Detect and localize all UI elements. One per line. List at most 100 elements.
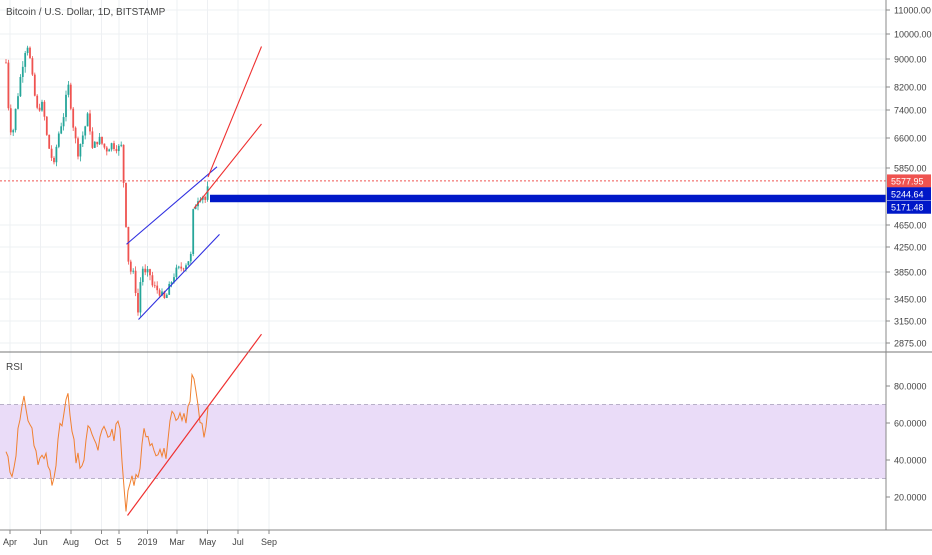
candle-body	[86, 113, 89, 127]
candle-body	[182, 268, 185, 270]
time-tick-label: Mar	[169, 537, 185, 547]
candle-body	[29, 47, 31, 59]
rsi-tick-label: 40.0000	[894, 456, 927, 466]
candle-body	[168, 283, 171, 295]
candle-body	[108, 149, 111, 152]
candle-body	[98, 136, 101, 145]
candle-body	[163, 291, 166, 298]
candle-body	[53, 157, 55, 163]
candle-body	[55, 146, 58, 163]
candle-body	[122, 144, 125, 183]
candle-body	[103, 143, 106, 148]
candle-body	[62, 117, 65, 127]
drawings-group[interactable]	[126, 46, 887, 516]
candle-body	[127, 226, 130, 262]
candle-body	[113, 143, 115, 150]
time-tick-label: May	[199, 537, 217, 547]
time-tick-label: Sep	[261, 537, 277, 547]
last-price-tag-label: 5577.95	[891, 176, 924, 186]
candle-body	[93, 141, 96, 148]
candle-body	[177, 266, 180, 268]
candle-body	[129, 261, 132, 272]
candle-body	[204, 196, 207, 200]
candle-body	[31, 58, 34, 75]
rsi-tick-label: 80.0000	[894, 382, 927, 392]
candle-body	[7, 62, 10, 109]
candle-body	[201, 196, 204, 200]
red-channel-upper[interactable]	[207, 46, 263, 178]
candle-body	[180, 266, 183, 269]
time-tick-label: Oct	[94, 537, 109, 547]
candle-body	[43, 101, 46, 117]
candle-body	[60, 126, 63, 134]
candle-body	[206, 186, 209, 200]
candle-body	[165, 294, 168, 298]
candle-body	[74, 127, 77, 139]
price-tick-label: 11000.00	[894, 6, 931, 16]
candle-body	[151, 275, 154, 286]
candle-body	[33, 74, 36, 96]
rsi-trendline[interactable]	[127, 333, 262, 516]
candle-body	[21, 66, 24, 77]
last-price-tag	[887, 174, 931, 188]
level-band-upper[interactable]	[210, 194, 886, 199]
candle-body	[26, 47, 29, 54]
candle-body	[84, 126, 87, 136]
candle-body	[125, 182, 127, 227]
candle-body	[134, 270, 137, 293]
price-tick-label: 7400.00	[894, 106, 927, 116]
candle-body	[189, 254, 192, 262]
time-tick-label: Jul	[232, 537, 244, 547]
candle-body	[101, 136, 103, 144]
candle-body	[91, 131, 94, 148]
candle-body	[117, 145, 120, 152]
price-tick-label: 3450.00	[894, 295, 927, 305]
time-tick-label: Jun	[33, 537, 48, 547]
level-tag	[887, 200, 931, 214]
candle-body	[187, 261, 190, 266]
price-tick-label: 3850.00	[894, 268, 927, 278]
time-tick-label: Apr	[3, 537, 17, 547]
candle-body	[65, 94, 67, 118]
candle-body	[161, 291, 163, 296]
red-channel-lower[interactable]	[193, 123, 262, 209]
candle-body	[120, 144, 123, 146]
rsi-group	[5, 372, 209, 512]
level-tag-label: 5171.48	[891, 203, 924, 213]
candle-body	[17, 96, 19, 109]
price-tick-label: 5850.00	[894, 164, 927, 174]
candle-body	[96, 141, 99, 145]
candle-body	[173, 277, 175, 283]
candle-body	[132, 270, 135, 272]
price-tick-label: 3150.00	[894, 317, 927, 327]
candle-body	[153, 285, 156, 287]
candle-body	[41, 101, 43, 111]
time-tick-label: 5	[116, 537, 121, 547]
level-band-lower[interactable]	[210, 198, 886, 203]
chart-title: Bitcoin / U.S. Dollar, 1D, BITSTAMP	[6, 7, 166, 18]
blue-channel-lower[interactable]	[138, 233, 220, 320]
candle-body	[156, 285, 159, 291]
rsi-band-group	[0, 404, 886, 479]
candle-body	[38, 107, 41, 111]
level-tag-label: 5244.64	[891, 189, 924, 199]
candle-body	[194, 206, 197, 210]
time-tick-label: Aug	[63, 537, 79, 547]
candle-body	[50, 148, 53, 158]
price-tick-label: 4650.00	[894, 221, 927, 231]
candle-body	[185, 265, 187, 270]
price-tick-label: 9000.00	[894, 55, 927, 65]
frame-group	[0, 0, 932, 531]
blue-channel-upper[interactable]	[126, 166, 218, 245]
candle-body	[175, 267, 178, 278]
candle-body	[36, 95, 39, 108]
rsi-band	[0, 404, 886, 479]
price-tick-label: 6600.00	[894, 134, 927, 144]
candle-body	[77, 138, 79, 157]
price-tick-label: 2875.00	[894, 339, 927, 349]
candle-body	[137, 292, 139, 313]
candle-body	[146, 269, 149, 273]
level-tag	[887, 187, 931, 201]
